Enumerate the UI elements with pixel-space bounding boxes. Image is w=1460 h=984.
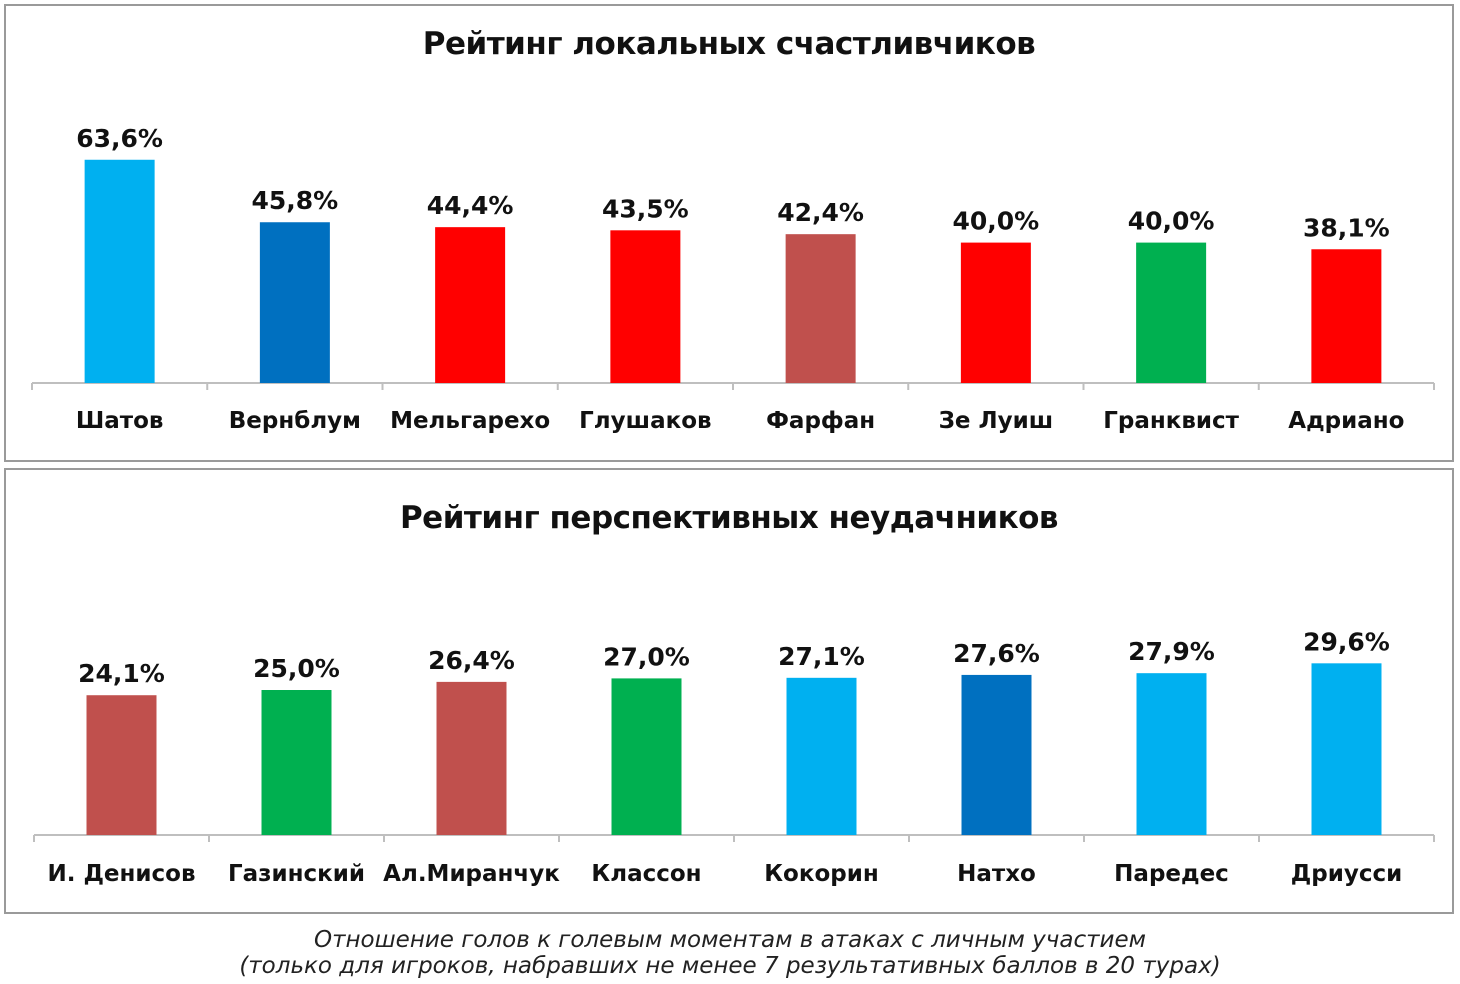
chart-title: Рейтинг перспективных неудачников <box>399 500 1059 536</box>
bar <box>1311 249 1382 383</box>
category-label: Ал.Миранчук <box>383 861 560 887</box>
data-label: 29,6% <box>1303 627 1390 656</box>
bar <box>610 230 681 383</box>
data-label: 45,8% <box>252 186 339 215</box>
data-label: 24,1% <box>78 659 165 688</box>
data-label: 27,9% <box>1128 637 1215 666</box>
category-label: Дриусси <box>1291 861 1402 887</box>
bar <box>786 677 857 835</box>
category-label: Классон <box>591 861 701 887</box>
bar <box>261 690 332 835</box>
caption-line-1: Отношение голов к голевым моментам в ата… <box>314 927 1146 953</box>
category-label: Кокорин <box>764 861 878 887</box>
bar <box>1311 663 1382 835</box>
caption-line-2: (только для игроков, набравших не менее … <box>239 953 1221 979</box>
data-label: 27,1% <box>778 642 865 671</box>
data-label: 25,0% <box>253 654 340 683</box>
data-label: 26,4% <box>428 646 515 675</box>
category-label: Газинский <box>228 861 365 887</box>
bar <box>961 674 1032 835</box>
bar <box>960 242 1031 383</box>
category-label: Адриано <box>1288 408 1404 434</box>
bar <box>611 678 682 835</box>
chart-title: Рейтинг локальных счастливчиков <box>422 26 1036 62</box>
category-label: Шатов <box>76 408 164 434</box>
category-label: Натхо <box>957 861 1036 887</box>
data-label: 40,0% <box>953 207 1040 236</box>
category-label: Мельгарехо <box>390 408 550 434</box>
data-label: 43,5% <box>602 194 689 223</box>
chart-panel-lucky: Рейтинг локальных счастливчиков 63,6% Шат… <box>4 4 1454 462</box>
bar-chart-unlucky: 24,1% И. Денисов 25,0% Газинский 26,4% Ал.Мир… <box>33 627 1435 887</box>
data-label: 63,6% <box>76 124 163 153</box>
category-label: Глушаков <box>579 408 711 434</box>
bar <box>1136 673 1207 835</box>
bar <box>1136 242 1207 383</box>
bar <box>259 222 330 383</box>
bar <box>435 227 506 383</box>
bar-chart-lucky: 63,6% Шатов 45,8% Вернблум 44,4% Мельгарехо 43… <box>31 124 1435 434</box>
bar <box>436 681 507 835</box>
category-label: Гранквист <box>1103 408 1239 434</box>
category-label: Зе Луиш <box>939 408 1054 434</box>
chart-panel-unlucky: Рейтинг перспективных неудачников 24,1% И… <box>4 468 1454 914</box>
bar <box>785 234 856 383</box>
category-label: И. Денисов <box>47 861 195 887</box>
bar <box>86 695 157 835</box>
data-label: 27,0% <box>603 642 690 671</box>
data-label: 40,0% <box>1128 207 1215 236</box>
data-label: 42,4% <box>777 198 864 227</box>
data-label: 38,1% <box>1303 213 1390 242</box>
data-label: 44,4% <box>427 191 514 220</box>
category-label: Паредес <box>1114 861 1229 887</box>
category-label: Фарфан <box>766 408 875 434</box>
category-label: Вернблум <box>229 408 361 434</box>
bar <box>84 159 155 383</box>
data-label: 27,6% <box>953 639 1040 668</box>
